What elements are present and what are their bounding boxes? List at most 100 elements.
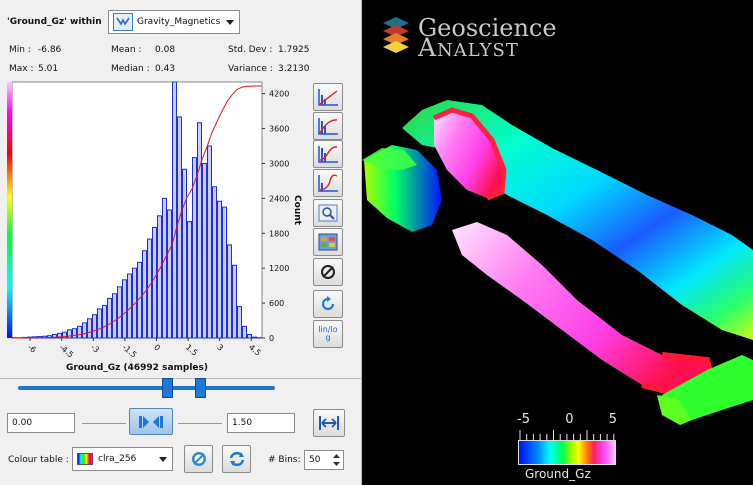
colour-table-label: Colour table : [8,455,69,465]
colour-table-swatch [77,453,93,465]
histogram-bar [62,331,67,339]
bins-value: 50 [309,455,321,465]
range-max-input[interactable]: 1.50 [227,413,295,433]
colour-table-value: clra_256 [98,454,137,464]
link-arrows-icon [139,415,163,428]
no-filter-icon [321,265,335,279]
histogram-bar [152,226,157,339]
range-max-value: 1.50 [232,418,253,428]
histogram-bar [77,325,82,339]
histogram-bar [172,81,177,339]
histogram-bar [82,322,87,339]
refresh-icon [229,451,244,467]
x-tick-label: 3 [215,343,225,353]
x-tick-label: -6 [26,343,38,355]
histogram-linear-button[interactable] [313,83,343,111]
refresh-colours-button[interactable] [222,445,251,473]
histogram-bar [212,186,217,339]
histogram-bar [87,318,92,339]
y-tick-label: 3600 [269,125,289,134]
histogram-bar [237,306,242,339]
std-label: Std. Dev : [228,45,273,55]
histogram-bar [132,267,137,339]
histogram-bar [97,308,102,339]
histogram-cumulative-button[interactable] [313,140,343,168]
histogram-bar [112,293,117,339]
link-range-button[interactable] [129,408,173,435]
spinner-arrows-icon [333,454,340,466]
histogram-bar [182,168,187,339]
histogram-bar [242,325,247,339]
cumulative-line [12,85,262,339]
histogram-bar [202,162,207,339]
lin-log-label: lin/log [318,325,338,342]
max-value: 5.01 [38,64,59,74]
range-slider-high-handle[interactable] [195,378,207,398]
range-slider-track[interactable] [18,386,275,390]
bins-spinbox[interactable]: 50 [304,450,344,470]
reset-button[interactable] [313,290,343,318]
histogram-bar [167,209,172,339]
y-tick-label: 0 [269,334,274,343]
colour-table-select[interactable]: clra_256 [72,447,173,471]
y-tick-label: 4200 [269,90,289,99]
max-label: Max : [9,64,34,74]
variable-label: 'Ground_Gz' within [7,17,102,27]
histogram-percent-button[interactable] [313,169,343,197]
histogram-log-button[interactable] [313,112,343,140]
histogram-bar [217,200,222,339]
zoom-data-button[interactable] [313,199,343,227]
group-icon [113,13,133,31]
layer-table-button[interactable] [313,228,343,256]
colour-settings-button[interactable] [184,445,213,473]
histogram-percent-icon [318,174,338,192]
histogram-bar [102,304,107,339]
y-tick-label: 3000 [269,159,289,168]
histogram-bar [222,206,227,339]
colour-wheel-icon [191,452,206,466]
colour-ramp [7,82,12,338]
group-name: Gravity_Magnetics [137,17,221,27]
divider [0,378,362,379]
histogram-bar [197,122,202,339]
gravity-surface-map[interactable] [362,0,753,485]
x-tick-label: -1.5 [121,343,139,360]
x-tick-label: 1.5 [184,343,200,358]
histogram-bar [157,215,162,339]
histogram-bar [162,197,167,339]
3d-viewport[interactable]: Geoscience Analyst [362,0,753,485]
colorbar [518,440,616,465]
lin-log-button[interactable]: lin/log [313,320,343,348]
group-select[interactable]: Gravity_Magnetics [108,10,240,34]
histogram-bar [67,329,72,339]
zoom-data-icon [318,204,338,222]
histogram-bar [252,336,257,339]
range-divider-left [82,423,126,424]
mean-value: 0.08 [155,45,176,55]
range-slider-low-handle[interactable] [162,378,174,398]
range-min-input[interactable]: 0.00 [7,413,75,433]
logo-text-line1: Geoscience [418,14,557,42]
histogram-bar [107,297,112,339]
histogram-chart[interactable]: 0 600 1200 1800 2400 3000 3600 4200 Count -6 -4.5 -… [5,78,307,378]
histogram-cumulative-icon [318,146,338,163]
colorbar-tick-min: -5 [517,412,530,427]
histogram-linear-icon [318,89,338,106]
histogram-bar [232,264,237,339]
colorbar-tick-max: 5 [608,412,617,427]
range-min-value: 0.00 [12,418,33,428]
colorbar-title: Ground_Gz [525,467,591,481]
fit-range-button[interactable] [313,409,345,437]
layer-table-icon [318,233,338,251]
no-filter-button[interactable] [313,258,343,286]
reset-icon [321,296,335,311]
y-tick-label: 1800 [269,229,289,238]
histogram-bar [72,328,77,339]
x-axis-label: Ground_Gz (46992 samples) [66,363,208,373]
variance-value: 3.2130 [278,64,310,74]
range-divider-right [178,423,222,424]
colorbar-tick-marks [519,430,615,440]
min-value: -6.86 [38,45,62,55]
histogram-bar [192,157,197,339]
variance-label: Variance : [228,64,273,74]
